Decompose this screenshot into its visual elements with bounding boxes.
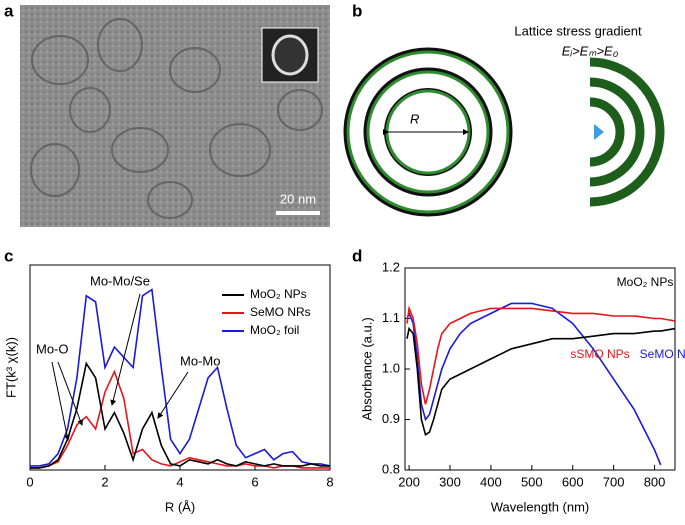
series-line — [406, 305, 676, 405]
x-axis-label: R (Å) — [165, 499, 195, 514]
plot-frame — [404, 267, 676, 471]
panel-label: a — [4, 1, 14, 20]
annotation: Mo-O — [36, 341, 69, 356]
chart-d: 200 300 400 500 600 700 800 0.8 0.9 1.0 1.1 1.2 Wave… — [359, 259, 685, 514]
panel-label: d — [352, 246, 362, 265]
chart-c: 0 2 4 6 8 R (Å) FT(k³ χ(k)) MoO₂ NPs SeMO NRs MoO… — [3, 264, 334, 514]
x-tick-label: 8 — [326, 474, 333, 489]
y-axis-label: FT(k³ χ(k)) — [3, 337, 18, 398]
y-tick-label: 1.0 — [382, 360, 400, 375]
legend-label: SeMO NRs — [250, 305, 311, 319]
x-tick-label: 700 — [603, 474, 625, 489]
scale-bar-label: 20 nm — [280, 191, 316, 206]
legend-label: MoO₂ NPs — [250, 287, 307, 301]
ring-diagram: R Lattice stress gradient Eᵢ>Eₘ>E₀ — [343, 23, 665, 217]
annotation: Mo-Mo/Se — [90, 273, 150, 288]
series-label: sSMO NPs — [570, 347, 629, 361]
y-tick-label: 1.2 — [382, 259, 400, 274]
y-tick-label: 0.9 — [382, 411, 400, 426]
series-label: MoO₂ NPs — [617, 275, 674, 289]
series-line — [406, 326, 676, 436]
x-tick-label: 600 — [562, 474, 584, 489]
radius-label: R — [410, 111, 419, 126]
tem-image: 20 nm — [20, 5, 330, 227]
y-axis-label: Absorbance (a.u.) — [359, 317, 374, 420]
annotation-arrow — [57, 361, 84, 426]
x-tick-label: 4 — [176, 474, 183, 489]
x-tick-label: 2 — [101, 474, 108, 489]
annotation-arrow — [51, 361, 70, 441]
x-tick-label: 400 — [480, 474, 502, 489]
annotation: Mo-Mo — [180, 353, 220, 368]
annotation-arrow — [157, 371, 189, 419]
series-line — [406, 302, 662, 466]
x-tick-label: 500 — [521, 474, 543, 489]
x-tick-label: 300 — [439, 474, 461, 489]
y-tick-label: 1.1 — [382, 310, 400, 325]
x-axis-label: Wavelength (nm) — [491, 499, 590, 514]
legend-label: MoO₂ foil — [250, 323, 299, 337]
x-tick-label: 800 — [644, 474, 666, 489]
panel-label: c — [4, 246, 13, 265]
panel-label: b — [352, 1, 362, 20]
x-tick-label: 200 — [398, 474, 420, 489]
y-tick-label: 0.8 — [382, 461, 400, 476]
series-line — [30, 288, 331, 467]
series-label: SeMO NRs — [640, 347, 685, 361]
equation: Eᵢ>Eₘ>E₀ — [562, 43, 619, 58]
x-tick-label: 6 — [251, 474, 258, 489]
x-tick-label: 0 — [26, 474, 33, 489]
diagram-title: Lattice stress gradient — [514, 23, 642, 38]
annotation-arrow — [110, 293, 141, 406]
series-line — [30, 361, 330, 469]
